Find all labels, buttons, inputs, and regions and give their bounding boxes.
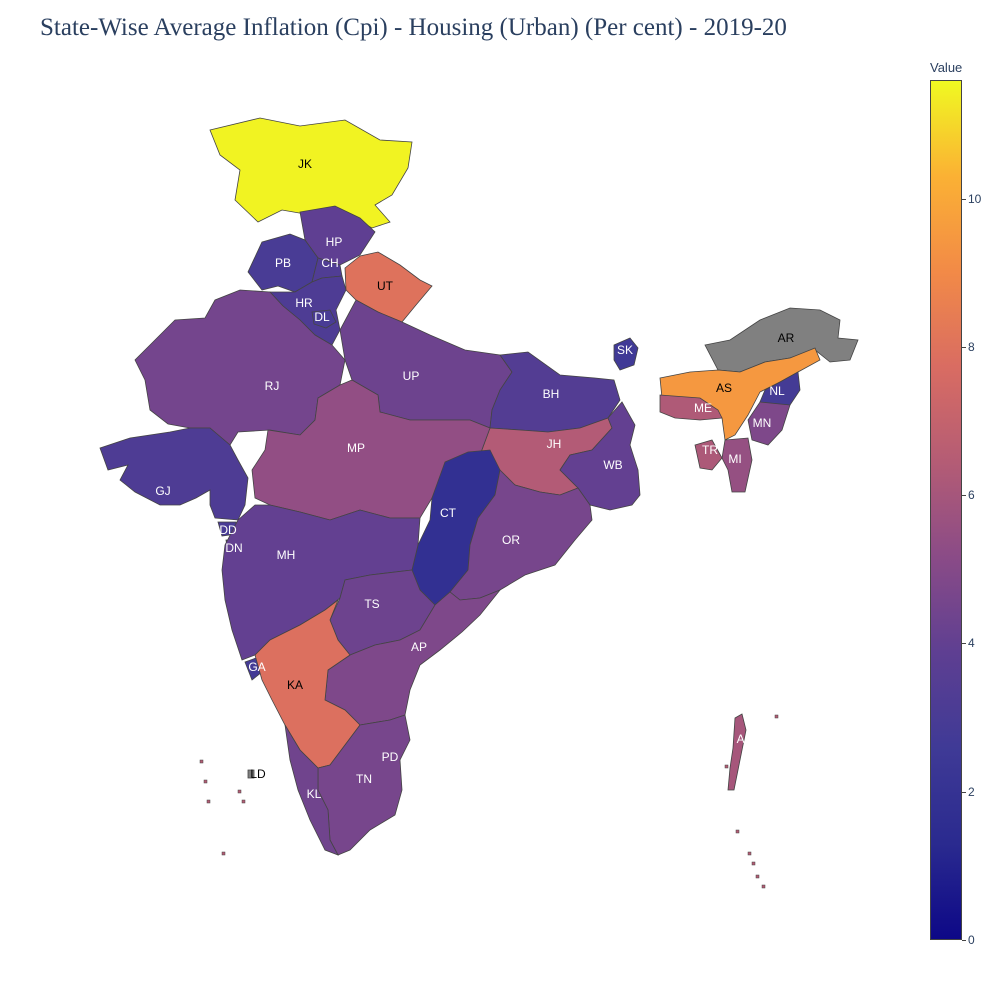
- region-label-dn: DN: [225, 541, 242, 555]
- island-speck: [735, 829, 740, 834]
- region-jk[interactable]: [209, 117, 413, 229]
- region-sk[interactable]: [613, 337, 639, 371]
- region-label-ka: KA: [287, 678, 303, 692]
- island-speck: [237, 789, 242, 794]
- region-label-ct: CT: [440, 506, 457, 520]
- island-speck: [761, 884, 766, 889]
- region-label-wb: WB: [603, 458, 622, 472]
- colorbar-tick-mark: [962, 791, 966, 793]
- island-speck: [241, 799, 246, 804]
- island-speck: [221, 851, 226, 856]
- region-label-mn: MN: [753, 416, 772, 430]
- island-speck: [755, 874, 760, 879]
- region-label-mh: MH: [277, 548, 296, 562]
- region-mn[interactable]: [747, 401, 791, 446]
- region-label-dl: DL: [314, 310, 330, 324]
- region-label-dd: DD: [219, 523, 237, 537]
- region-ut[interactable]: [344, 251, 433, 323]
- region-label-ch: CH: [321, 256, 338, 270]
- region-label-me: ME: [694, 401, 712, 415]
- island-speck: [199, 759, 204, 764]
- colorbar-tick-label: 6: [968, 488, 975, 503]
- colorbar-tick-label: 10: [968, 191, 982, 206]
- region-an[interactable]: [727, 713, 747, 791]
- region-label-ld: LD: [250, 767, 266, 781]
- region-wb[interactable]: [559, 401, 641, 511]
- region-label-ts: TS: [364, 597, 379, 611]
- region-label-pd: PD: [382, 750, 399, 764]
- region-label-an: AN: [737, 732, 754, 746]
- island-speck: [203, 779, 208, 784]
- colorbar-tick-mark: [962, 346, 966, 348]
- colorbar-tick-label: 0: [968, 933, 975, 947]
- island-speck: [206, 799, 211, 804]
- region-label-pb: PB: [275, 256, 291, 270]
- region-label-tn: TN: [356, 772, 372, 786]
- region-label-ap: AP: [411, 640, 427, 654]
- region-label-mi: MI: [728, 452, 741, 466]
- region-or[interactable]: [449, 469, 593, 601]
- region-label-ut: UT: [377, 279, 394, 293]
- region-gj[interactable]: [99, 427, 249, 521]
- region-kl[interactable]: [284, 724, 339, 856]
- region-label-hp: HP: [326, 235, 343, 249]
- region-label-nl: NL: [769, 384, 785, 398]
- region-label-up: UP: [403, 369, 420, 383]
- colorbar-tick-label: 8: [968, 339, 975, 354]
- region-label-tr: TR: [702, 443, 718, 457]
- region-mi[interactable]: [721, 437, 753, 493]
- region-label-rj: RJ: [265, 379, 280, 393]
- colorbar-tick-mark: [962, 495, 966, 497]
- colorbar-tick-label: 4: [968, 636, 975, 651]
- region-me[interactable]: [659, 394, 723, 421]
- colorbar-tick-label: 2: [968, 784, 975, 799]
- region-label-gj: GJ: [155, 484, 170, 498]
- region-label-jh: JH: [547, 437, 562, 451]
- colorbar-tick-mark: [962, 940, 966, 941]
- island-speck: [724, 764, 729, 769]
- island-speck: [747, 851, 752, 856]
- region-dl[interactable]: [311, 309, 337, 329]
- colorbar-tick-mark: [962, 198, 966, 200]
- colorbar-tick-mark: [962, 643, 966, 645]
- region-label-ar: AR: [778, 331, 795, 345]
- region-label-bh: BH: [543, 387, 560, 401]
- region-label-or: OR: [502, 533, 520, 547]
- chart-title: State-Wise Average Inflation (Cpi) - Hou…: [40, 14, 787, 41]
- region-label-ga: GA: [248, 660, 265, 674]
- region-label-sk: SK: [617, 343, 633, 357]
- region-ld[interactable]: [247, 769, 255, 779]
- island-speck: [751, 861, 756, 866]
- colorbar: [930, 80, 962, 940]
- region-label-mp: MP: [347, 441, 365, 455]
- region-label-as: AS: [716, 381, 732, 395]
- region-label-kl: KL: [307, 787, 322, 801]
- region-tr[interactable]: [694, 439, 723, 471]
- island-speck: [774, 714, 779, 719]
- region-label-jk: JK: [298, 157, 312, 171]
- region-label-hr: HR: [295, 296, 313, 310]
- colorbar-title: Value: [930, 60, 963, 75]
